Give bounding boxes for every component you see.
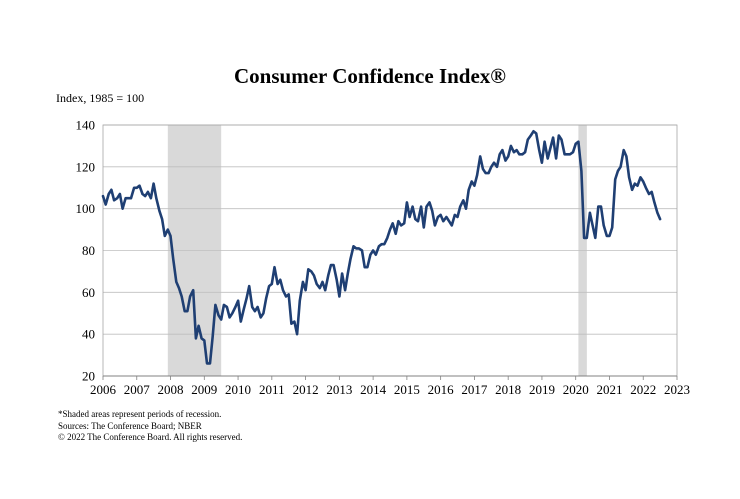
x-tick-label: 2015 [394,382,420,397]
x-tick-label: 2019 [529,382,555,397]
y-tick-label: 80 [82,243,95,258]
chart-title: Consumer Confidence Index® [234,64,506,88]
x-tick-label: 2017 [461,382,488,397]
x-tick-label: 2014 [360,382,387,397]
y-tick-label: 140 [76,118,96,133]
recession-note: *Shaded areas represent periods of reces… [58,409,222,419]
x-tick-label: 2020 [563,382,589,397]
series-line-0 [101,130,662,365]
x-tick-label: 2016 [428,382,455,397]
x-tick-label: 2018 [495,382,521,397]
y-axis-label: Index, 1985 = 100 [56,91,145,105]
sources-note: Sources: The Conference Board; NBER [58,420,202,431]
x-tick-label: 2023 [664,382,690,397]
copyright-note: © 2022 The Conference Board. All rights … [58,432,243,442]
x-tick-label: 2007 [124,382,151,397]
x-tick-label: 2013 [326,382,352,397]
footnotes: *Shaded areas represent periods of reces… [58,409,242,444]
y-tick-label: 100 [76,201,96,216]
x-tick-label: 2012 [293,382,319,397]
x-tick-label: 2021 [596,382,622,397]
x-tick-label: 2009 [191,382,217,397]
y-tick-label: 60 [82,285,95,300]
y-tick-label: 20 [82,369,95,384]
x-tick-label: 2022 [630,382,656,397]
x-tick-label: 2011 [259,382,285,397]
x-tick-label: 2010 [225,382,251,397]
x-tick-label: 2008 [158,382,184,397]
y-tick-label: 40 [82,327,95,342]
y-tick-label: 120 [76,159,96,174]
x-tick-label: 2006 [90,382,117,397]
